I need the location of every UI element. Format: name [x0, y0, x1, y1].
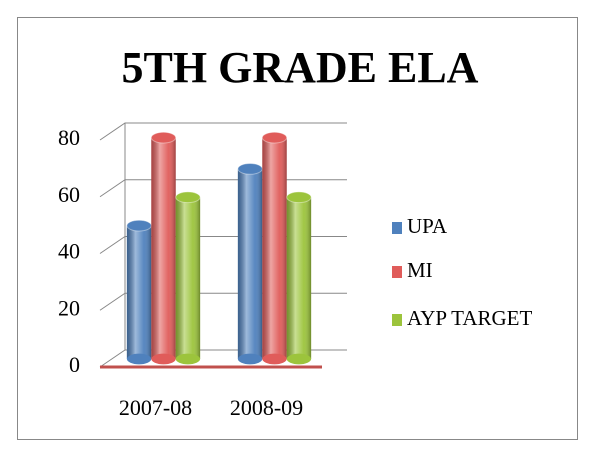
bar-shade: [175, 197, 201, 359]
y-tick-label: 40: [58, 239, 80, 264]
legend-label: MI: [407, 258, 433, 282]
legend-label: AYP TARGET: [407, 306, 532, 330]
bar-shade: [237, 168, 263, 359]
bar-top: [150, 131, 177, 144]
legend-swatch: [392, 222, 402, 234]
grid-line: [99, 122, 347, 141]
bar-base: [151, 353, 176, 365]
y-tick-label: 80: [58, 125, 80, 150]
legend-swatch: [392, 266, 402, 278]
bar-shade: [126, 225, 152, 359]
chart-title: 5TH GRADE ELA: [122, 43, 479, 92]
y-tick-label: 60: [58, 182, 80, 207]
y-tick-label: 0: [69, 352, 80, 377]
bar-shade: [286, 197, 312, 359]
bar-top: [261, 131, 288, 144]
bar-base: [175, 353, 201, 365]
y-tick-label: 20: [58, 295, 80, 320]
bar-shade: [151, 137, 176, 359]
bar-top: [126, 219, 152, 232]
bar-base: [237, 353, 263, 365]
bar-top: [175, 191, 201, 204]
x-tick-label: 2007-08: [119, 395, 192, 420]
bar-base: [286, 353, 312, 365]
bar-base: [126, 353, 152, 365]
bar-shade: [262, 137, 287, 359]
bar-base: [262, 353, 287, 365]
x-tick-label: 2008-09: [230, 395, 303, 420]
bar-top: [237, 163, 263, 175]
legend-swatch: [392, 314, 402, 326]
legend-label: UPA: [407, 214, 448, 238]
bar-top: [286, 191, 312, 204]
